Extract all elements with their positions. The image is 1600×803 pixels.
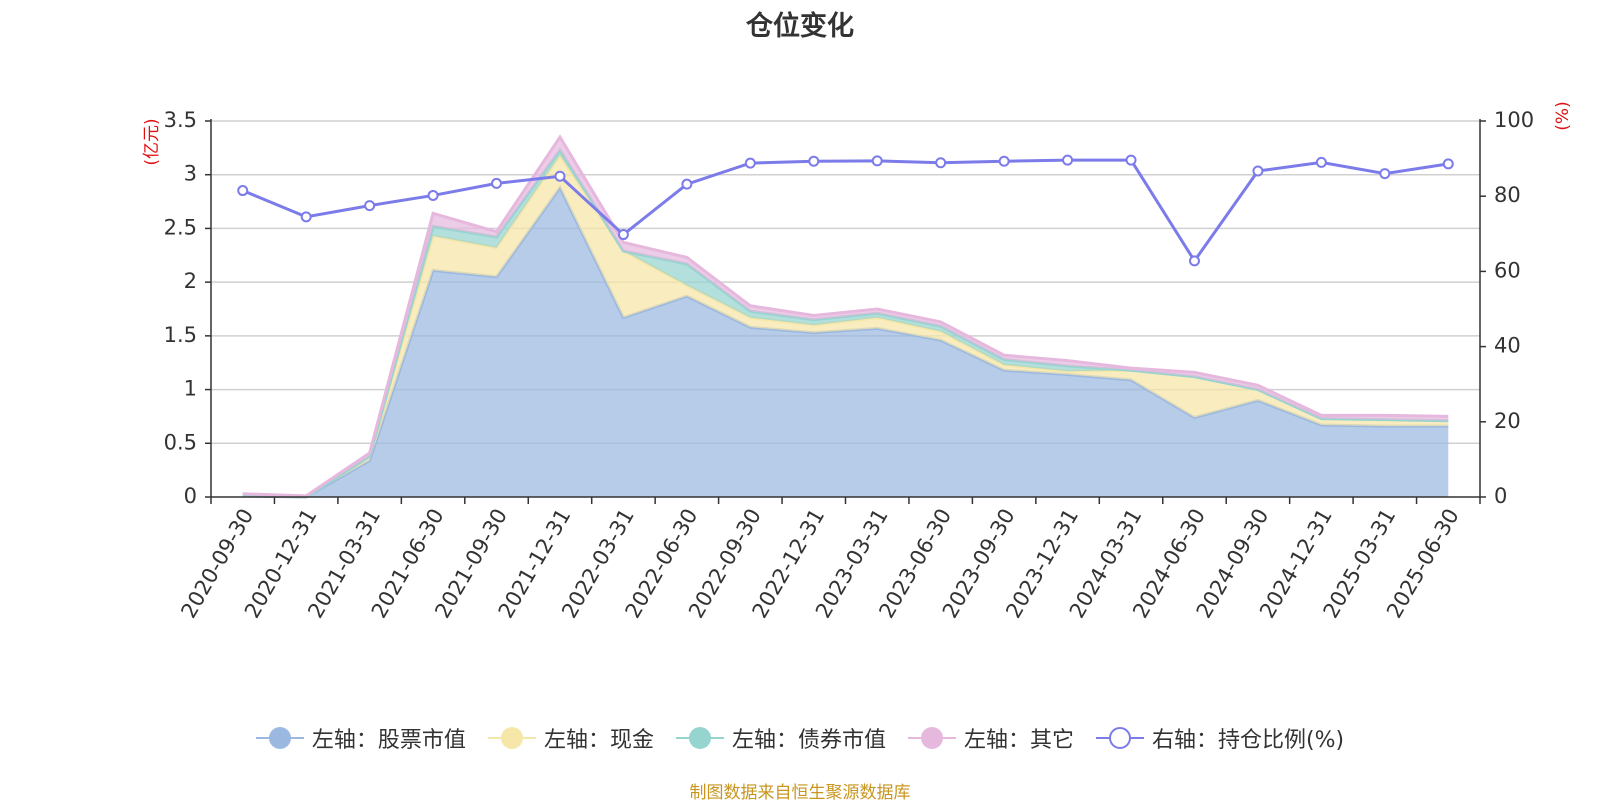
legend-item[interactable]: 左轴：债券市值 — [675, 722, 886, 754]
left-tick-label: 1.5 — [164, 323, 197, 347]
right-tick-label: 20 — [1494, 409, 1521, 433]
ratio-point[interactable] — [871, 155, 883, 167]
ratio-point[interactable] — [237, 185, 249, 197]
filled-circle-icon — [255, 726, 304, 750]
right-tick-label: 80 — [1494, 183, 1521, 207]
area-左轴：股票市值 — [242, 187, 1449, 497]
left-tick-label: 3.5 — [164, 108, 197, 132]
ratio-point[interactable] — [681, 178, 693, 190]
ratio-point[interactable] — [617, 229, 629, 241]
legend-item[interactable]: 左轴：其它 — [907, 722, 1074, 754]
left-tick-label: 2.5 — [164, 215, 197, 239]
ratio-line — [237, 154, 1454, 267]
ratio-point[interactable] — [808, 155, 820, 167]
ratio-point[interactable] — [1379, 168, 1391, 180]
ratio-point[interactable] — [1188, 255, 1200, 267]
ratio-point[interactable] — [554, 170, 566, 182]
ratio-point[interactable] — [364, 200, 376, 212]
ratio-point[interactable] — [1252, 165, 1264, 177]
legend-item[interactable]: 左轴：现金 — [487, 722, 654, 754]
left-axis-unit-label: (亿元) — [142, 118, 162, 165]
ratio-point[interactable] — [1125, 154, 1137, 166]
ratio-line-path — [242, 158, 1449, 264]
ratio-point[interactable] — [1315, 156, 1327, 168]
area-edge-左轴：其它 — [242, 134, 1449, 498]
ratio-point[interactable] — [491, 177, 503, 189]
ratio-point[interactable] — [935, 157, 947, 169]
filled-circle-icon — [907, 726, 956, 750]
area-左轴：现金 — [242, 155, 1449, 497]
legend-label: 左轴：股票市值 — [311, 728, 466, 753]
left-tick-label: 0.5 — [164, 430, 197, 454]
ratio-point[interactable] — [427, 189, 439, 201]
chart-title: 仓位变化 — [746, 11, 854, 42]
legend-label: 右轴：持仓比例(%) — [1151, 728, 1345, 753]
left-tick-label: 2 — [184, 269, 197, 293]
right-axis-unit-label: (%) — [1553, 101, 1573, 130]
source-note: 制图数据来自恒生聚源数据库 — [689, 783, 911, 803]
right-tick-label: 40 — [1494, 334, 1521, 358]
legend-label: 左轴：债券市值 — [731, 728, 886, 753]
legend: 左轴：股票市值 左轴：现金 左轴：债券市值 左轴：其它 右轴：持仓比例(%) — [0, 722, 1600, 754]
right-tick-label: 0 — [1494, 484, 1507, 508]
legend-label: 左轴：现金 — [543, 728, 654, 753]
filled-circle-icon — [675, 726, 724, 750]
right-tick-label: 100 — [1494, 108, 1534, 132]
left-tick-label: 0 — [184, 484, 197, 508]
filled-circle-icon — [487, 726, 536, 750]
legend-item[interactable]: 左轴：股票市值 — [255, 722, 466, 754]
ratio-point[interactable] — [300, 211, 312, 223]
legend-item[interactable]: 右轴：持仓比例(%) — [1095, 722, 1345, 754]
ratio-point[interactable] — [1442, 158, 1454, 170]
legend-label: 左轴：其它 — [963, 728, 1074, 753]
left-tick-label: 3 — [184, 162, 197, 186]
ratio-point[interactable] — [744, 157, 756, 169]
ratio-point[interactable] — [1062, 154, 1074, 166]
left-tick-label: 1 — [184, 377, 197, 401]
hollow-circle-icon — [1095, 726, 1144, 750]
ratio-point[interactable] — [998, 155, 1010, 167]
stacked-areas — [242, 134, 1449, 499]
right-tick-label: 60 — [1494, 258, 1521, 282]
